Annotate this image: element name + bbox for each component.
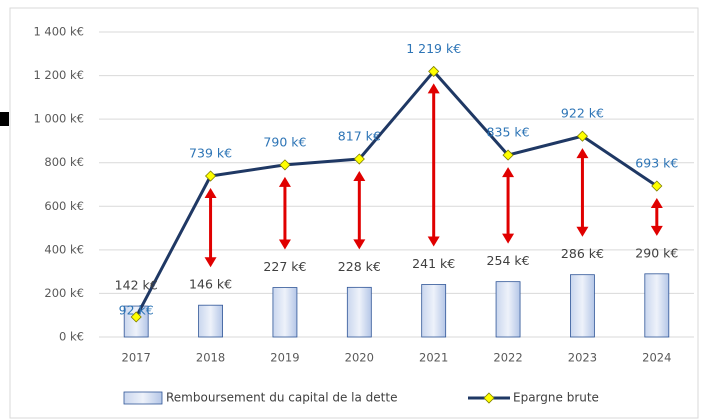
gap-arrow-head: [502, 233, 515, 244]
line-value-label: 835 k€: [487, 125, 530, 140]
bar-value-label: 142 k€: [115, 278, 158, 293]
line-marker: [204, 170, 217, 182]
legend-swatch: [123, 391, 163, 405]
gap-arrow-head: [576, 226, 589, 237]
bar-value-label: 286 k€: [561, 246, 604, 261]
bar-value-label: 227 k€: [263, 259, 306, 274]
y-tick-label: 1 400 k€: [33, 25, 84, 39]
line-marker: [651, 180, 663, 192]
gap-arrow-head: [650, 225, 663, 236]
line-value-label: 790 k€: [263, 134, 306, 149]
line-value-label: 922 k€: [561, 106, 604, 121]
legend-label: Epargne brute: [513, 391, 599, 405]
line-marker: [279, 159, 291, 171]
line-value-label: 1 219 k€: [406, 41, 461, 56]
gap-arrow-head: [427, 236, 440, 247]
y-tick-label: 0 k€: [59, 330, 84, 344]
x-tick-label: 2024: [642, 351, 671, 365]
gap-arrow-head: [278, 239, 291, 250]
gap-arrow-head: [650, 198, 663, 209]
x-tick-label: 2021: [419, 351, 448, 365]
legend-label: Remboursement du capital de la dette: [166, 391, 397, 405]
line-value-label: 92 k€: [119, 302, 154, 317]
line-marker: [502, 149, 514, 161]
bar-value-label: 146 k€: [189, 277, 232, 292]
bar-value-label: 290 k€: [635, 245, 678, 260]
y-tick-label: 400 k€: [44, 242, 84, 256]
line-marker: [130, 311, 142, 323]
x-tick-label: 2017: [122, 351, 151, 365]
y-tick-label: 600 k€: [44, 199, 84, 213]
gap-arrow-head: [576, 148, 589, 159]
line-marker: [353, 153, 365, 165]
x-tick-label: 2022: [493, 351, 522, 365]
gap-arrow-head: [204, 257, 217, 268]
bar-value-label: 241 k€: [412, 256, 455, 271]
bar: [644, 273, 670, 338]
x-tick-label: 2019: [270, 351, 299, 365]
line-value-label: 739 k€: [189, 146, 232, 161]
gap-arrow-head: [502, 167, 515, 178]
y-tick-label: 1 000 k€: [33, 112, 84, 126]
line-value-label: 693 k€: [635, 156, 678, 171]
y-tick-label: 1 200 k€: [33, 68, 84, 82]
line-marker: [576, 130, 589, 142]
legend-marker: [483, 392, 495, 404]
x-tick-label: 2020: [345, 351, 374, 365]
gap-arrow-head: [278, 176, 291, 187]
line-marker: [428, 65, 440, 77]
line-value-label: 817 k€: [338, 129, 381, 144]
edge-block: [0, 112, 9, 126]
x-tick-label: 2018: [196, 351, 225, 365]
bar: [198, 304, 223, 338]
gap-arrow-head: [427, 83, 440, 94]
bar: [346, 286, 372, 338]
x-tick-label: 2023: [568, 351, 597, 365]
gap-arrow-head: [204, 188, 217, 199]
bar: [495, 281, 521, 338]
gap-arrow-head: [353, 171, 366, 182]
y-tick-label: 800 k€: [44, 155, 84, 169]
bar: [570, 274, 595, 338]
line: [134, 69, 658, 318]
bar-value-label: 228 k€: [338, 259, 381, 274]
y-tick-label: 200 k€: [44, 286, 84, 300]
gap-arrow-head: [353, 239, 366, 250]
bar-value-label: 254 k€: [487, 253, 530, 268]
bar: [421, 284, 447, 338]
bar: [272, 287, 298, 338]
